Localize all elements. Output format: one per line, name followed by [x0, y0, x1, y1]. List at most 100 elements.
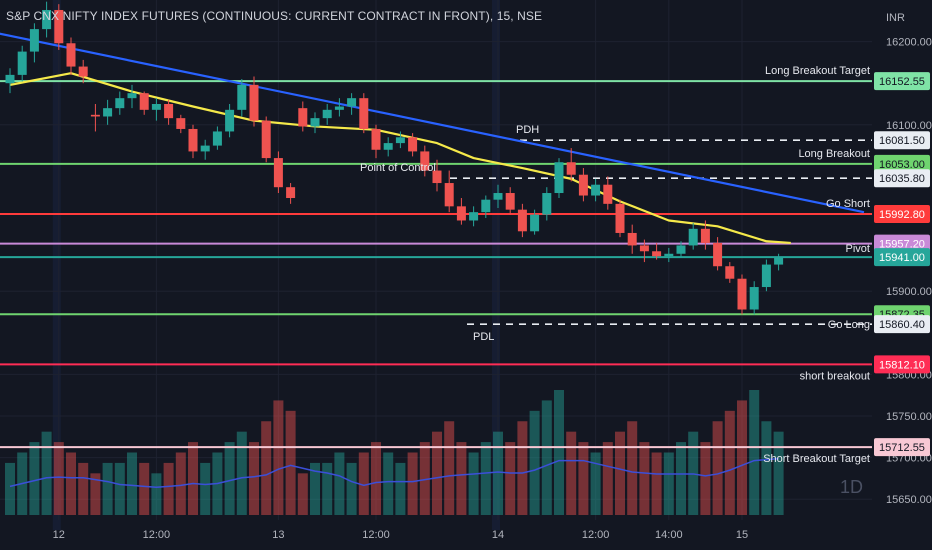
level-label: PDL	[473, 331, 494, 343]
volume-bar	[554, 390, 564, 515]
time-axis[interactable]: 12 12:00 13 12:00 14 12:00 14:00 15	[53, 529, 748, 541]
candle-body	[676, 245, 686, 254]
volume-bar	[334, 452, 345, 515]
candle-body	[749, 287, 759, 310]
volume-bar	[407, 452, 418, 515]
candle-body	[29, 29, 39, 52]
candle-body	[371, 128, 381, 150]
candle-body	[78, 66, 88, 77]
volume-bar	[578, 442, 589, 515]
volume-bar	[737, 400, 747, 515]
volume-bar	[200, 462, 211, 515]
volume-bar	[346, 462, 357, 515]
volume-bar	[41, 431, 52, 515]
volume-bar	[322, 462, 333, 515]
price-tick-label: 15650.00	[886, 494, 932, 506]
price-tag-text: 16053.00	[879, 159, 925, 171]
candle-body	[310, 118, 320, 127]
price-axis-bg	[872, 0, 932, 550]
volume-bar	[5, 462, 15, 515]
level-labels: Long Breakout Target PDH Long Breakout Poin…	[360, 65, 870, 465]
volume-bar	[66, 452, 76, 515]
candle-body	[115, 98, 125, 109]
level-label: Point of Control	[360, 162, 436, 174]
candle-body	[90, 114, 100, 117]
price-tag-bg	[874, 72, 930, 91]
volume-bar	[700, 442, 711, 515]
volume-bar	[712, 421, 723, 515]
candle-body	[347, 98, 357, 107]
time-tick-label: 13	[272, 529, 284, 541]
price-axis[interactable]: 16200.0016100.0015900.0015800.0015750.00…	[872, 0, 932, 550]
candle-body	[5, 74, 15, 84]
candle-body	[456, 206, 466, 221]
price-tag-text: 16035.80	[879, 173, 925, 185]
volume-bar	[541, 400, 552, 515]
candlesticks	[5, 1, 784, 315]
candle-body	[408, 137, 418, 152]
candle-body	[127, 93, 137, 99]
price-tick-label: 16100.00	[886, 120, 932, 132]
price-tag-text: 16152.55	[879, 76, 925, 88]
candle-body	[761, 264, 771, 288]
session-band	[492, 0, 500, 530]
candle-body	[139, 93, 149, 110]
candle-body	[591, 184, 601, 196]
candle-body	[700, 228, 710, 243]
candle-body	[444, 183, 454, 207]
volume-bar	[493, 431, 503, 515]
volume-bar	[676, 442, 686, 515]
candle-body	[286, 187, 296, 199]
price-tag-bg	[874, 204, 930, 223]
candle-body	[164, 104, 174, 119]
volume-bar	[139, 462, 150, 515]
candle-body	[578, 174, 588, 196]
volume-ma-line	[9, 457, 779, 489]
candle-body	[713, 242, 723, 267]
volume-bar	[90, 473, 101, 515]
candle-body	[603, 184, 613, 204]
candle-body	[530, 214, 540, 232]
candle-body	[176, 118, 186, 129]
price-tag-text: 15860.40	[879, 319, 925, 331]
candle-body	[17, 51, 27, 75]
price-tag-bg	[874, 131, 930, 150]
candle-body	[261, 120, 271, 159]
candle-body	[212, 131, 222, 146]
volume-bar	[151, 473, 162, 515]
price-tick-label: 15750.00	[886, 411, 932, 423]
candle-body	[688, 228, 698, 246]
volume-bar	[224, 442, 235, 515]
candle-body	[237, 84, 247, 110]
level-label: Long Breakout Target	[765, 65, 870, 77]
candle-body	[774, 257, 784, 265]
candle-body	[481, 199, 491, 213]
volume-bar	[432, 431, 442, 515]
volume-bar	[395, 462, 406, 515]
candle-body	[103, 108, 113, 117]
volume-bar	[127, 452, 137, 515]
volume-bar	[590, 452, 601, 515]
volume-bar	[102, 462, 113, 515]
time-tick-label: 12	[53, 529, 65, 541]
level-label: short breakout	[800, 370, 870, 382]
volume-bar	[627, 421, 638, 515]
trendline-line[interactable]	[0, 32, 865, 214]
volume-moving-average	[9, 457, 779, 489]
candle-body	[554, 162, 564, 194]
candle-body	[151, 104, 161, 110]
volume-bar	[529, 410, 540, 515]
price-tag-text: 15712.55	[879, 442, 925, 454]
time-tick-label: 14:00	[655, 529, 683, 541]
volume-bar	[53, 442, 64, 515]
candle-body	[298, 108, 308, 127]
volume-bar	[663, 452, 674, 515]
session-band	[52, 0, 61, 530]
candle-body	[225, 109, 235, 132]
trendline[interactable]	[0, 32, 865, 214]
price-tag-bg	[874, 248, 930, 267]
candle-body	[627, 232, 637, 246]
volume-bar	[78, 462, 89, 515]
candle-body	[42, 9, 52, 30]
